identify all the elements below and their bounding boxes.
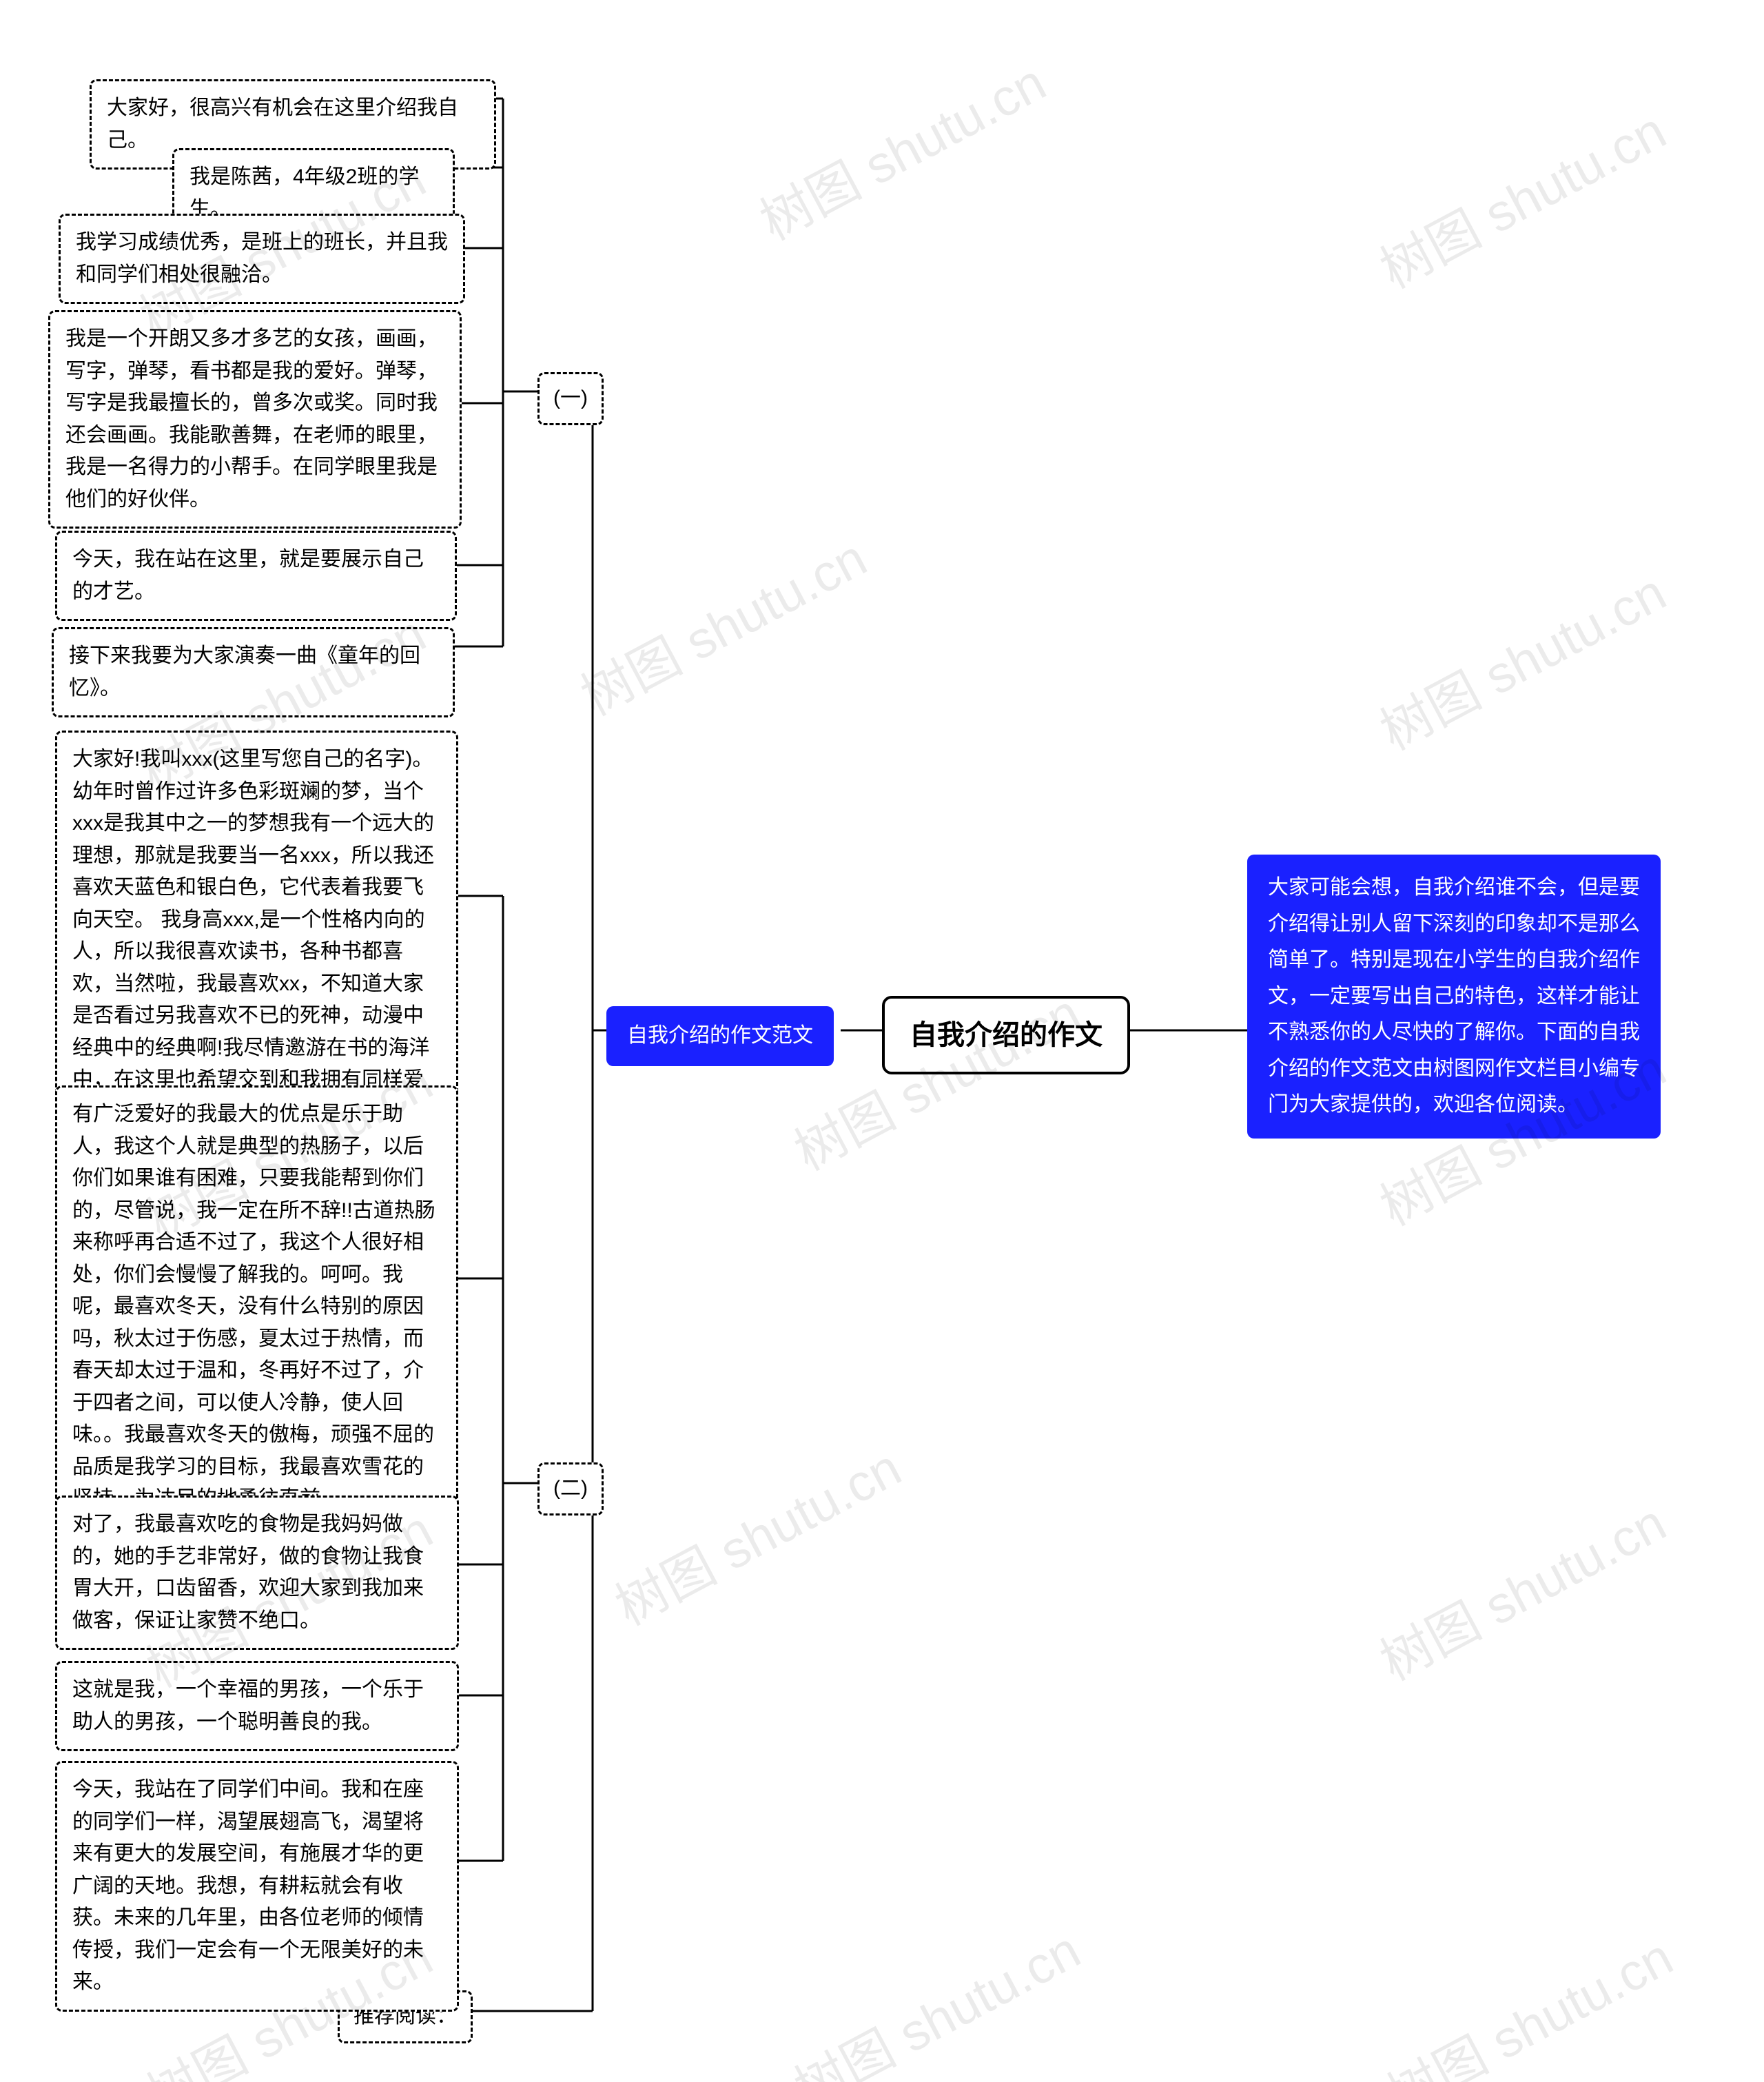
leaf-node: 今天，我在站在这里，就是要展示自己的才艺。 [55, 531, 457, 621]
left-title-text: 自我介绍的作文范文 [627, 1024, 813, 1047]
description-node: 大家可能会想，自我介绍谁不会，但是要介绍得让别人留下深刻的印象却不是那么简单了。… [1247, 855, 1661, 1139]
leaf-node: 我学习成绩优秀，是班上的班长，并且我和同学们相处很融洽。 [59, 214, 465, 304]
leaf-node: 今天，我站在了同学们中间。我和在座的同学们一样，渴望展翅高飞，渴望将来有更大的发… [55, 1761, 459, 2012]
watermark: 树图 shutu.cn [566, 517, 877, 731]
watermark: 树图 shutu.cn [1365, 1482, 1676, 1695]
watermark: 树图 shutu.cn [1372, 1916, 1683, 2082]
leaf-text: 今天，我在站在这里，就是要展示自己的才艺。 [72, 548, 424, 603]
leaf-text: 这就是我，一个幸福的男孩，一个乐于助人的男孩，一个聪明善良的我。 [72, 1678, 424, 1733]
watermark: 树图 shutu.cn [600, 1427, 912, 1640]
leaf-node: 大家好!我叫xxx(这里写您自己的名字)。幼年时曾作过许多色彩斑斓的梦，当个xx… [55, 731, 458, 1141]
leaf-text: 我是陈茜，4年级2班的学生。 [189, 165, 419, 221]
leaf-text: 有广泛爱好的我最大的优点是乐于助人，我这个人就是典型的热肠子，以后你们如果谁有困… [72, 1103, 435, 1510]
root-label: 自我介绍的作文 [910, 1020, 1102, 1050]
leaf-text: 大家好，很高兴有机会在这里介绍我自己。 [107, 96, 458, 152]
section-1-text: (一) [553, 387, 588, 409]
leaf-text: 我学习成绩优秀，是班上的班长，并且我和同学们相处很融洽。 [76, 231, 448, 286]
leaf-text: 我是一个开朗又多才多艺的女孩，画画，写字，弹琴，看书都是我的爱好。弹琴，写字是我… [65, 327, 438, 511]
leaf-text: 大家好!我叫xxx(这里写您自己的名字)。幼年时曾作过许多色彩斑斓的梦，当个xx… [72, 748, 434, 1123]
leaf-text: 接下来我要为大家演奏一曲《童年的回忆》。 [69, 644, 420, 700]
root-node: 自我介绍的作文 [882, 996, 1130, 1074]
section-2-text: (二) [553, 1477, 588, 1500]
watermark: 树图 shutu.cn [1365, 551, 1676, 765]
leaf-text: 对了，我最喜欢吃的食物是我妈妈做的，她的手艺非常好，做的食物让我食胃大开，口齿留… [72, 1513, 424, 1632]
watermark: 树图 shutu.cn [1365, 90, 1676, 303]
leaf-node: 这就是我，一个幸福的男孩，一个乐于助人的男孩，一个聪明善良的我。 [55, 1661, 459, 1751]
watermark: 树图 shutu.cn [745, 41, 1056, 255]
leaf-node: 接下来我要为大家演奏一曲《童年的回忆》。 [52, 627, 455, 717]
description-text: 大家可能会想，自我介绍谁不会，但是要介绍得让别人留下深刻的印象却不是那么简单了。… [1268, 876, 1640, 1116]
section-2-label: (二) [537, 1462, 604, 1515]
leaf-text: 今天，我站在了同学们中间。我和在座的同学们一样，渴望展翅高飞，渴望将来有更大的发… [72, 1778, 424, 1993]
leaf-node: 我是一个开朗又多才多艺的女孩，画画，写字，弹琴，看书都是我的爱好。弹琴，写字是我… [48, 310, 462, 529]
watermark: 树图 shutu.cn [779, 1909, 1091, 2082]
left-title-node: 自我介绍的作文范文 [606, 1006, 834, 1066]
section-1-label: (一) [537, 372, 604, 425]
leaf-node: 对了，我最喜欢吃的食物是我妈妈做的，她的手艺非常好，做的食物让我食胃大开，口齿留… [55, 1496, 459, 1650]
leaf-node: 有广泛爱好的我最大的优点是乐于助人，我这个人就是典型的热肠子，以后你们如果谁有困… [55, 1085, 458, 1529]
